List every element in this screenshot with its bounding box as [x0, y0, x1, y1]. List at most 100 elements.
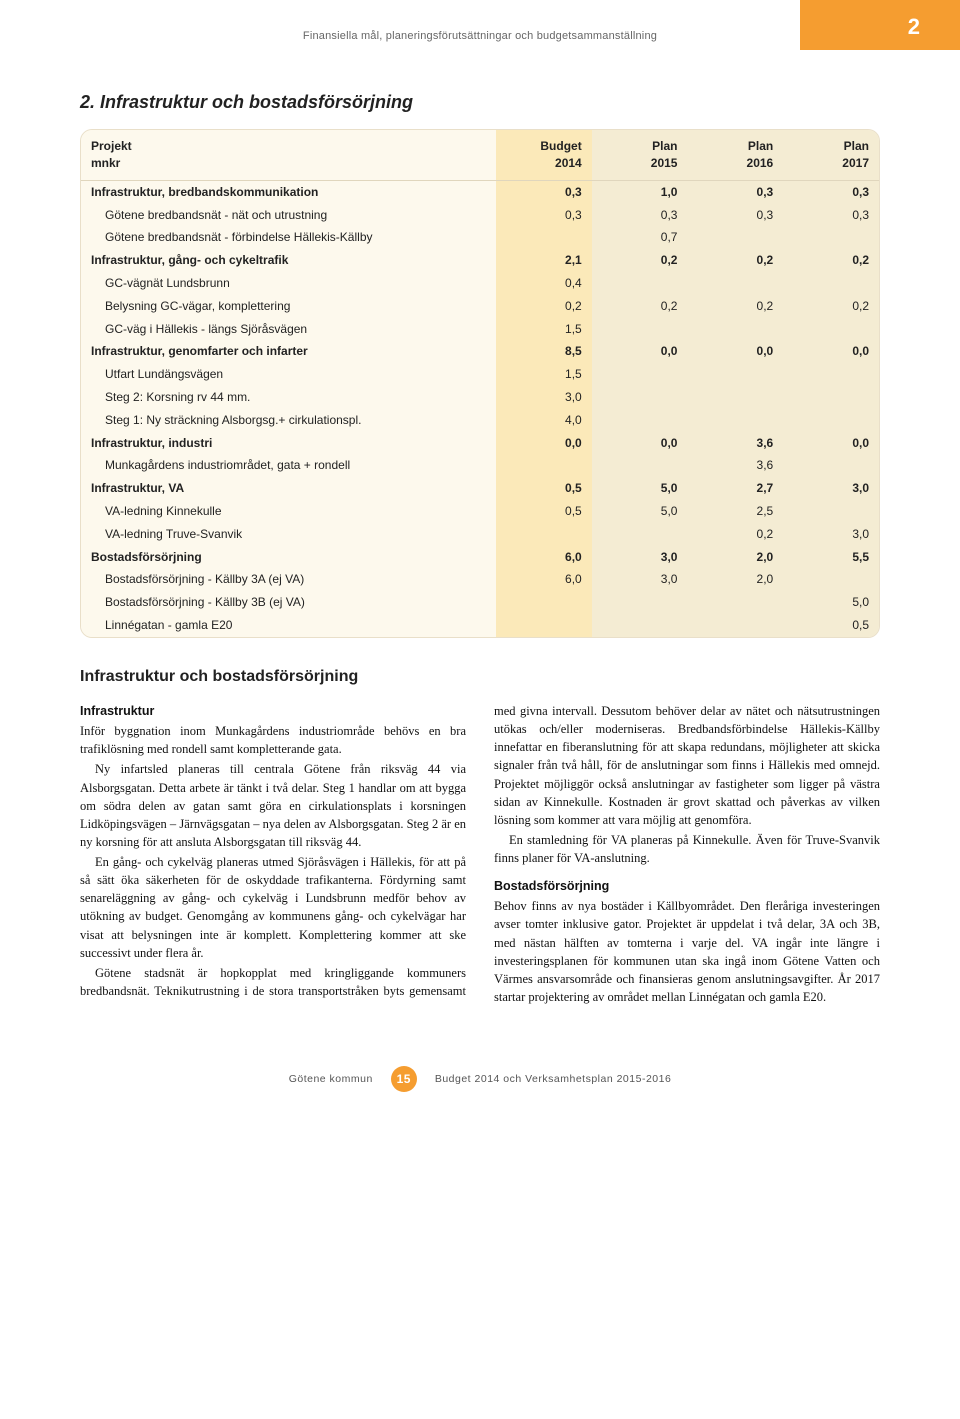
table-row: Bostadsförsörjning - Källby 3B (ej VA)5,… — [81, 591, 879, 614]
table-header-sub: 2014 — [496, 155, 592, 180]
row-label: GC-vägnät Lundsbrunn — [81, 272, 496, 295]
para-head-infrastruktur: Infrastruktur — [80, 702, 466, 720]
row-value: 0,3 — [592, 204, 688, 227]
table-row: GC-väg i Hällekis - längs Sjöråsvägen1,5 — [81, 318, 879, 341]
row-value — [592, 363, 688, 386]
row-value: 0,4 — [496, 272, 592, 295]
row-value — [687, 363, 783, 386]
body-paragraph: Behov finns av nya bostäder i Källbyområ… — [494, 897, 880, 1006]
row-value: 5,0 — [783, 591, 879, 614]
row-value: 0,3 — [687, 180, 783, 203]
row-value: 0,0 — [592, 432, 688, 455]
table-row: Infrastruktur, genomfarter och infarter8… — [81, 340, 879, 363]
table-header-top: Projekt — [81, 130, 496, 155]
page-footer: Götene kommun 15 Budget 2014 och Verksam… — [80, 1066, 880, 1092]
table-row: Götene bredbandsnät - nät och utrustning… — [81, 204, 879, 227]
row-value: 3,6 — [687, 432, 783, 455]
table-row: Infrastruktur, bredbandskommunikation0,3… — [81, 180, 879, 203]
row-value — [783, 363, 879, 386]
row-value: 0,2 — [687, 295, 783, 318]
row-value — [592, 591, 688, 614]
row-value: 3,0 — [592, 546, 688, 569]
footer-left: Götene kommun — [289, 1072, 373, 1087]
running-title: Finansiella mål, planeringsförutsättning… — [303, 29, 657, 44]
row-label: VA-ledning Truve-Svanvik — [81, 523, 496, 546]
page-number-badge: 15 — [391, 1066, 417, 1092]
row-value: 5,0 — [592, 477, 688, 500]
row-value: 0,3 — [496, 180, 592, 203]
row-label: Bostadsförsörjning — [81, 546, 496, 569]
table-row: Infrastruktur, industri0,00,03,60,0 — [81, 432, 879, 455]
para-head-bostad: Bostadsförsörjning — [494, 877, 880, 895]
row-value — [687, 318, 783, 341]
row-value — [687, 386, 783, 409]
row-value — [592, 409, 688, 432]
row-value: 2,0 — [687, 568, 783, 591]
row-value — [592, 386, 688, 409]
row-value — [592, 272, 688, 295]
table-row: Götene bredbandsnät - förbindelse Hällek… — [81, 226, 879, 249]
row-value: 0,2 — [783, 249, 879, 272]
row-value: 0,3 — [783, 180, 879, 203]
row-value: 0,0 — [592, 340, 688, 363]
table-row: Belysning GC-vägar, komplettering0,20,20… — [81, 295, 879, 318]
footer-right: Budget 2014 och Verksamhetsplan 2015-201… — [435, 1072, 672, 1087]
table-header-sub: 2015 — [592, 155, 688, 180]
row-value — [783, 454, 879, 477]
row-value: 3,0 — [592, 568, 688, 591]
row-value: 5,0 — [592, 500, 688, 523]
row-value — [687, 272, 783, 295]
row-value: 0,0 — [496, 432, 592, 455]
row-value: 0,0 — [783, 432, 879, 455]
row-label: Bostadsförsörjning - Källby 3A (ej VA) — [81, 568, 496, 591]
table-row: Steg 2: Korsning rv 44 mm.3,0 — [81, 386, 879, 409]
body-paragraph: En gång- och cykelväg planeras utmed Sjö… — [80, 853, 466, 962]
row-value — [496, 226, 592, 249]
row-value: 0,5 — [496, 500, 592, 523]
row-value: 0,2 — [496, 295, 592, 318]
subsection-title: Infrastruktur och bostadsförsörjning — [80, 666, 880, 688]
row-value: 6,0 — [496, 568, 592, 591]
table-header-sub: mnkr — [81, 155, 496, 180]
chapter-strip — [800, 0, 960, 50]
row-value — [783, 226, 879, 249]
row-value: 0,0 — [783, 340, 879, 363]
row-value: 4,0 — [496, 409, 592, 432]
row-label: Infrastruktur, bredbandskommunikation — [81, 180, 496, 203]
row-label: Infrastruktur, genomfarter och infarter — [81, 340, 496, 363]
row-value: 3,0 — [496, 386, 592, 409]
row-value — [687, 409, 783, 432]
row-label: Linnégatan - gamla E20 — [81, 614, 496, 637]
table-row: Infrastruktur, VA0,55,02,73,0 — [81, 477, 879, 500]
row-value: 8,5 — [496, 340, 592, 363]
row-value — [687, 614, 783, 637]
row-value: 5,5 — [783, 546, 879, 569]
row-value — [496, 591, 592, 614]
row-value: 2,5 — [687, 500, 783, 523]
row-label: VA-ledning Kinnekulle — [81, 500, 496, 523]
table-row: GC-vägnät Lundsbrunn0,4 — [81, 272, 879, 295]
table-row: Bostadsförsörjning6,03,02,05,5 — [81, 546, 879, 569]
row-value: 0,2 — [687, 249, 783, 272]
row-value — [783, 272, 879, 295]
row-value: 3,0 — [783, 477, 879, 500]
row-value — [783, 318, 879, 341]
body-paragraph: Inför byggnation inom Munkagårdens indus… — [80, 722, 466, 758]
row-value — [592, 318, 688, 341]
row-value — [687, 226, 783, 249]
table-row: VA-ledning Kinnekulle0,55,02,5 — [81, 500, 879, 523]
table-header-top: Budget — [496, 130, 592, 155]
row-value: 0,3 — [496, 204, 592, 227]
row-value: 1,5 — [496, 363, 592, 386]
row-value — [496, 454, 592, 477]
row-value: 0,5 — [496, 477, 592, 500]
row-value: 1,0 — [592, 180, 688, 203]
budget-table: ProjektBudgetPlanPlanPlan mnkr2014201520… — [81, 130, 879, 637]
row-label: Götene bredbandsnät - förbindelse Hällek… — [81, 226, 496, 249]
table-header-top: Plan — [687, 130, 783, 155]
row-label: Infrastruktur, gång- och cykeltrafik — [81, 249, 496, 272]
row-value — [783, 386, 879, 409]
row-value: 0,3 — [687, 204, 783, 227]
table-row: Steg 1: Ny sträckning Alsborgsg.+ cirkul… — [81, 409, 879, 432]
row-value — [592, 454, 688, 477]
